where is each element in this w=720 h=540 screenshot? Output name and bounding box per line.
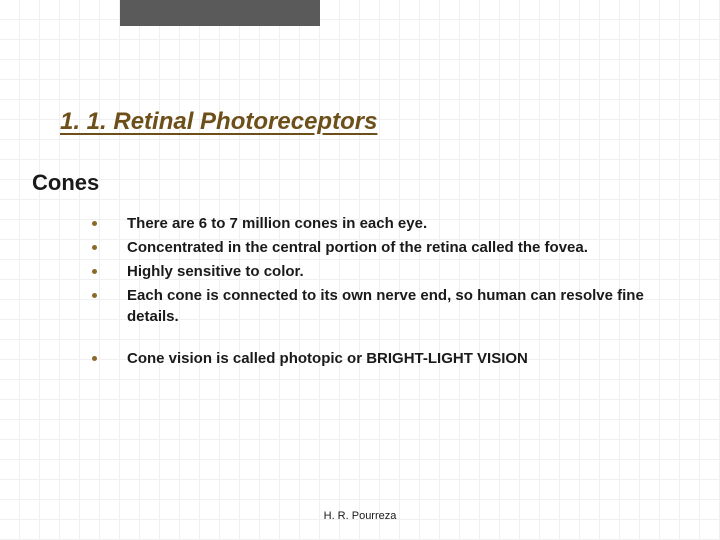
bullet-text: Cone vision is called photopic or BRIGHT… (127, 348, 528, 369)
list-item: There are 6 to 7 million cones in each e… (92, 213, 662, 234)
slide-subtitle: Cones (32, 170, 99, 196)
bullet-text: Concentrated in the central portion of t… (127, 237, 588, 258)
decorative-top-bar (120, 0, 320, 26)
bullet-text: There are 6 to 7 million cones in each e… (127, 213, 427, 234)
bullet-icon (92, 356, 97, 361)
spacer (92, 330, 662, 348)
list-item: Highly sensitive to color. (92, 261, 662, 282)
list-item: Each cone is connected to its own nerve … (92, 285, 662, 327)
bullet-icon (92, 269, 97, 274)
footer-author: H. R. Pourreza (0, 510, 720, 522)
list-item: Cone vision is called photopic or BRIGHT… (92, 348, 662, 369)
list-item: Concentrated in the central portion of t… (92, 237, 662, 258)
bullet-icon (92, 221, 97, 226)
bullet-icon (92, 293, 97, 298)
bullet-text: Highly sensitive to color. (127, 261, 304, 282)
bullet-list: There are 6 to 7 million cones in each e… (92, 213, 662, 372)
slide-title: 1. 1. Retinal Photoreceptors (60, 108, 377, 136)
bullet-icon (92, 245, 97, 250)
bullet-text: Each cone is connected to its own nerve … (127, 285, 662, 327)
